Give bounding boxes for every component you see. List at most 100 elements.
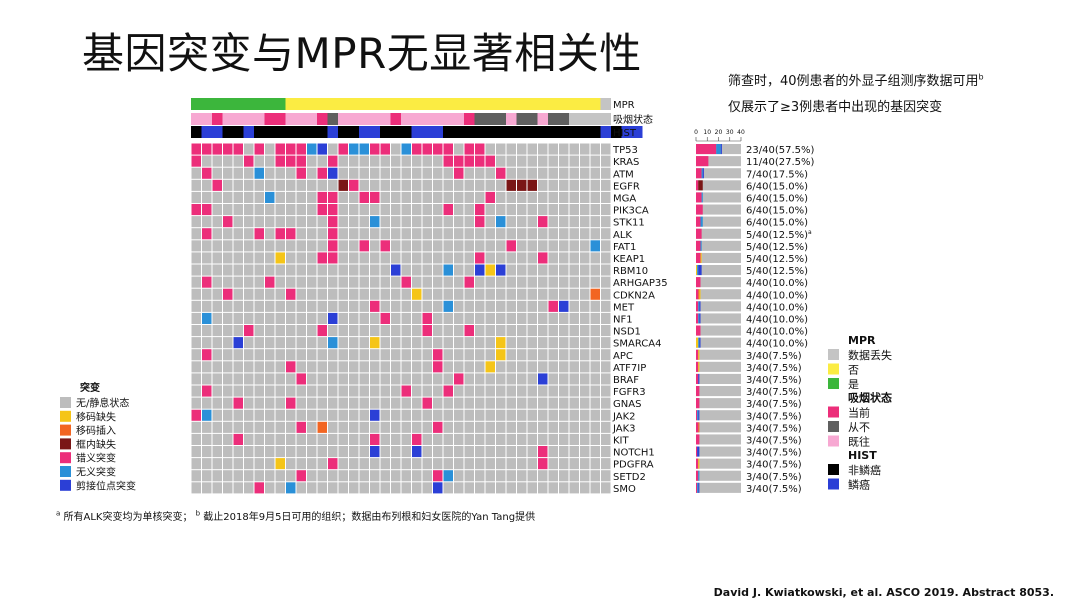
- mutation-cell: [580, 325, 590, 337]
- mutation-cell: [223, 204, 233, 216]
- mutation-cell: [454, 240, 464, 252]
- mutation-cell: [580, 433, 590, 445]
- mutation-cell: [506, 361, 516, 373]
- mutation-cell: [338, 204, 348, 216]
- track-1-segment: [464, 113, 475, 125]
- mutation-cell: [307, 167, 317, 179]
- mutation-cell: [296, 433, 306, 445]
- mutation-cell: [475, 349, 485, 361]
- mutation-cell: [538, 385, 548, 397]
- mutation-cell: [538, 458, 548, 470]
- mutation-cell: [464, 337, 474, 349]
- mutation-cell: [412, 216, 422, 228]
- mutation-cell: [370, 179, 380, 191]
- bar-segment-missense: [696, 228, 702, 239]
- mutation-cell: [254, 312, 264, 324]
- mutation-cell: [496, 349, 506, 361]
- mutation-cell: [233, 433, 243, 445]
- mutation-cell: [212, 228, 222, 240]
- bar-background: [696, 252, 741, 263]
- mutation-cell: [202, 276, 212, 288]
- mutation-cell: [317, 155, 327, 167]
- bar-segment-missense: [696, 482, 698, 493]
- mutation-cell: [454, 458, 464, 470]
- mutation-cell: [569, 397, 579, 409]
- mutation-cell: [307, 264, 317, 276]
- mutation-cell: [244, 300, 254, 312]
- mutation-cell: [601, 337, 611, 349]
- mutation-cell: [475, 361, 485, 373]
- mutation-cell: [433, 421, 443, 433]
- mutation-cell: [338, 264, 348, 276]
- mutation-cell: [391, 276, 401, 288]
- gene-count-label: 3/40(7.5%): [746, 375, 802, 386]
- mutation-cell: [296, 240, 306, 252]
- gene-count-label: 3/40(7.5%): [746, 484, 802, 495]
- mutation-cell: [244, 409, 254, 421]
- mutation-cell: [244, 482, 254, 494]
- mutation-cell: [254, 288, 264, 300]
- mutation-cell: [391, 482, 401, 494]
- gene-count-label: 7/40(17.5%): [746, 169, 808, 180]
- mutation-cell: [359, 155, 369, 167]
- track-2-segment: [327, 126, 338, 138]
- gene-count-label: 3/40(7.5%): [746, 436, 802, 447]
- mutation-cell: [559, 361, 569, 373]
- gene-label: RBM10: [613, 266, 648, 277]
- gene-label: MET: [613, 302, 635, 313]
- mutation-cell: [527, 446, 537, 458]
- mutation-cell: [391, 143, 401, 155]
- mutation-cell: [359, 204, 369, 216]
- bar-background: [696, 301, 741, 312]
- track-2-segment: [338, 126, 359, 138]
- mutation-cell: [370, 264, 380, 276]
- gene-count-label: 6/40(15.0%): [746, 194, 808, 205]
- mutation-cell: [475, 288, 485, 300]
- mutation-cell: [548, 458, 558, 470]
- mutation-cell: [443, 191, 453, 203]
- bar-background: [696, 446, 741, 457]
- mutation-cell: [233, 325, 243, 337]
- mutation-cell: [223, 288, 233, 300]
- mutation-cell: [527, 433, 537, 445]
- mutation-cell: [506, 240, 516, 252]
- mutation-cell: [328, 458, 338, 470]
- mutation-cell: [590, 409, 600, 421]
- mutation-cell: [296, 179, 306, 191]
- mutation-cell: [485, 276, 495, 288]
- mutation-cell: [517, 191, 527, 203]
- mutation-cell: [527, 264, 537, 276]
- mutation-cell: [517, 446, 527, 458]
- mutation-cell: [254, 337, 264, 349]
- bar-segment-missense: [696, 313, 699, 324]
- mutation-cell: [202, 421, 212, 433]
- mutation-cell: [244, 276, 254, 288]
- mutation-cell: [244, 288, 254, 300]
- mutation-cell: [244, 216, 254, 228]
- mutation-cell: [433, 179, 443, 191]
- track-1-segment: [506, 113, 517, 125]
- track-1-segment: [317, 113, 328, 125]
- mutation-cell: [422, 373, 432, 385]
- mutation-cell: [548, 421, 558, 433]
- gene-label: BRAF: [613, 375, 639, 386]
- mutation-cell: [233, 240, 243, 252]
- mutation-cell: [548, 312, 558, 324]
- track-1-segment: [569, 113, 611, 125]
- bar-background: [696, 216, 741, 227]
- mutation-cell: [590, 470, 600, 482]
- mutation-cell: [275, 482, 285, 494]
- mutation-cell: [202, 191, 212, 203]
- mutation-cell: [506, 458, 516, 470]
- mutation-cell: [286, 446, 296, 458]
- mutation-cell: [265, 385, 275, 397]
- bar-background: [696, 458, 741, 469]
- track-1-segment: [264, 113, 286, 125]
- mutation-cell: [338, 325, 348, 337]
- bar-segment-frameshift_del: [698, 361, 700, 372]
- mutation-cell: [233, 373, 243, 385]
- mutation-cell: [349, 409, 359, 421]
- mutation-cell: [265, 409, 275, 421]
- gene-label: JAK2: [612, 411, 636, 422]
- bar-segment-missense: [696, 168, 702, 179]
